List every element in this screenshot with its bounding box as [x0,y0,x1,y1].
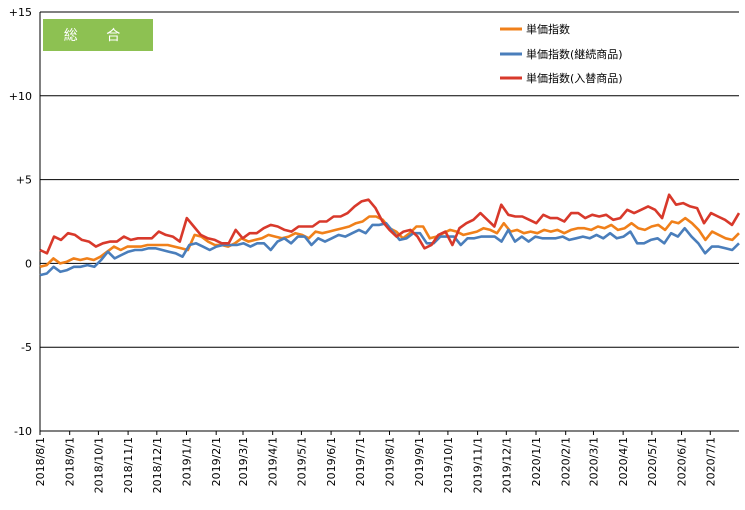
legend-label-3: 単価指数(入替商品) [526,71,623,85]
x-tick-label: 2019/12/1 [500,437,513,493]
y-tick-label: 0 [25,257,32,270]
x-tick-label: 2019/1/1 [181,437,194,486]
series-line-1 [39,215,740,269]
x-tick-label: 2019/2/1 [210,437,223,486]
legend-label-2: 単価指数(継続商品) [526,47,623,61]
x-tick-label: 2020/5/1 [646,437,659,486]
x-tick-label: 2018/9/1 [64,437,77,486]
badge: 総 合 [43,19,153,51]
x-tick-label: 2018/11/1 [122,437,135,493]
x-tick-label: 2019/9/1 [413,437,426,486]
x-tick-labels: 2018/8/1 2018/9/1 2018/10/1 2018/11/1 2018/1… [34,437,717,493]
y-tick-label: +15 [9,6,32,19]
x-tick-label: 2019/11/1 [472,437,485,493]
gridlines [40,11,739,432]
legend-label-1: 単価指数 [526,22,570,36]
y-tick-label: +10 [9,90,32,103]
series-line-2 [39,221,740,277]
y-tick-labels: +15 +10 +5 0 -5 -10 [9,6,32,438]
series-lines [39,193,741,277]
axes [39,12,739,435]
y-tick-label: +5 [16,174,32,187]
badge-label: 総 合 [64,28,132,44]
x-tick-label: 2019/8/1 [384,437,397,486]
x-tick-label: 2018/12/1 [151,437,164,493]
x-tick-label: 2018/8/1 [34,437,47,486]
x-tick-label: 2020/7/1 [704,437,717,486]
y-tick-label: -10 [14,425,32,438]
x-tick-label: 2020/3/1 [587,437,600,486]
x-tick-label: 2019/7/1 [354,437,367,486]
x-tick-label: 2020/6/1 [676,437,689,486]
x-tick-label: 2019/10/1 [442,437,455,493]
x-tick-label: 2018/10/1 [92,437,105,493]
x-tick-label: 2019/6/1 [325,437,338,486]
x-tick-label: 2020/1/1 [530,437,543,486]
x-tick-label: 2019/3/1 [237,437,250,486]
badge-box [43,19,153,51]
y-tick-label: -5 [21,341,32,354]
x-tick-label: 2020/2/1 [560,437,573,486]
x-tick-label: 2019/5/1 [295,437,308,486]
x-tick-label: 2019/4/1 [267,437,280,486]
series-line-3 [39,193,741,255]
x-tick-label: 2020/4/1 [617,437,630,486]
